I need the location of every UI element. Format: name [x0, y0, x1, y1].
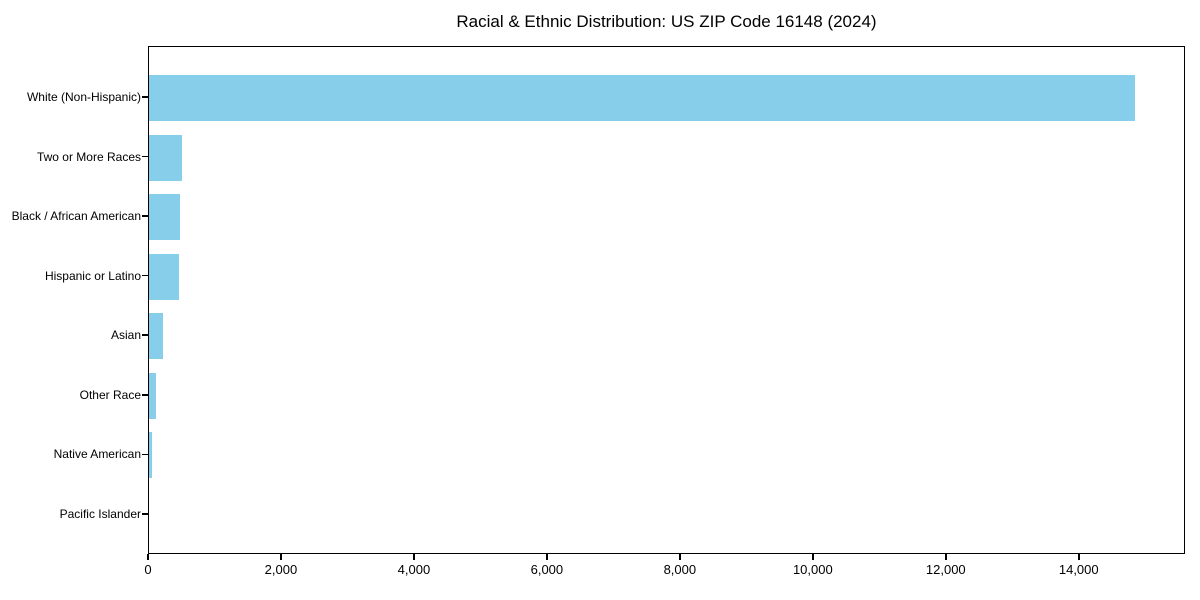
plot-area	[148, 46, 1185, 554]
x-tick-label: 14,000	[1058, 562, 1099, 577]
x-tick-label: 0	[144, 562, 152, 577]
x-tick-mark	[280, 554, 282, 560]
chart-title: Racial & Ethnic Distribution: US ZIP Cod…	[456, 12, 877, 31]
x-tick-mark	[546, 554, 548, 560]
x-tick-mark	[147, 554, 149, 560]
x-tick-mark	[413, 554, 415, 560]
y-tick-mark	[142, 513, 148, 515]
x-tick-mark	[679, 554, 681, 560]
y-tick-label: Black / African American	[11, 209, 141, 224]
x-tick-label: 8,000	[663, 562, 697, 577]
y-tick-label: Two or More Races	[36, 149, 141, 164]
y-tick-mark	[142, 274, 148, 277]
y-tick-mark	[142, 96, 148, 98]
y-tick-label: Other Race	[79, 387, 141, 402]
x-tick-mark	[945, 554, 947, 560]
bar	[149, 432, 152, 479]
bar	[149, 253, 179, 300]
y-tick-mark	[142, 334, 148, 336]
x-tick-label: 4,000	[397, 562, 431, 577]
y-tick-label: White (Non-Hispanic)	[26, 90, 141, 104]
bar	[149, 75, 1135, 121]
y-tick-mark	[142, 394, 148, 396]
bar	[149, 194, 180, 241]
y-tick-label: Asian	[110, 328, 141, 343]
x-tick-label: 10,000	[792, 562, 833, 577]
x-tick-label: 6,000	[530, 562, 564, 577]
bar	[149, 134, 182, 181]
y-tick-label: Hispanic or Latino	[44, 268, 141, 283]
bar	[149, 372, 156, 419]
y-tick-mark	[142, 453, 148, 456]
x-tick-mark	[1078, 554, 1080, 560]
x-tick-mark	[812, 554, 814, 560]
y-tick-mark	[142, 215, 148, 217]
y-tick-mark	[142, 155, 148, 158]
y-tick-label: Native American	[53, 447, 141, 462]
x-tick-label: 12,000	[925, 562, 966, 577]
y-tick-label: Pacific Islander	[59, 506, 141, 521]
x-tick-label: 2,000	[264, 562, 298, 577]
bar	[149, 313, 163, 360]
